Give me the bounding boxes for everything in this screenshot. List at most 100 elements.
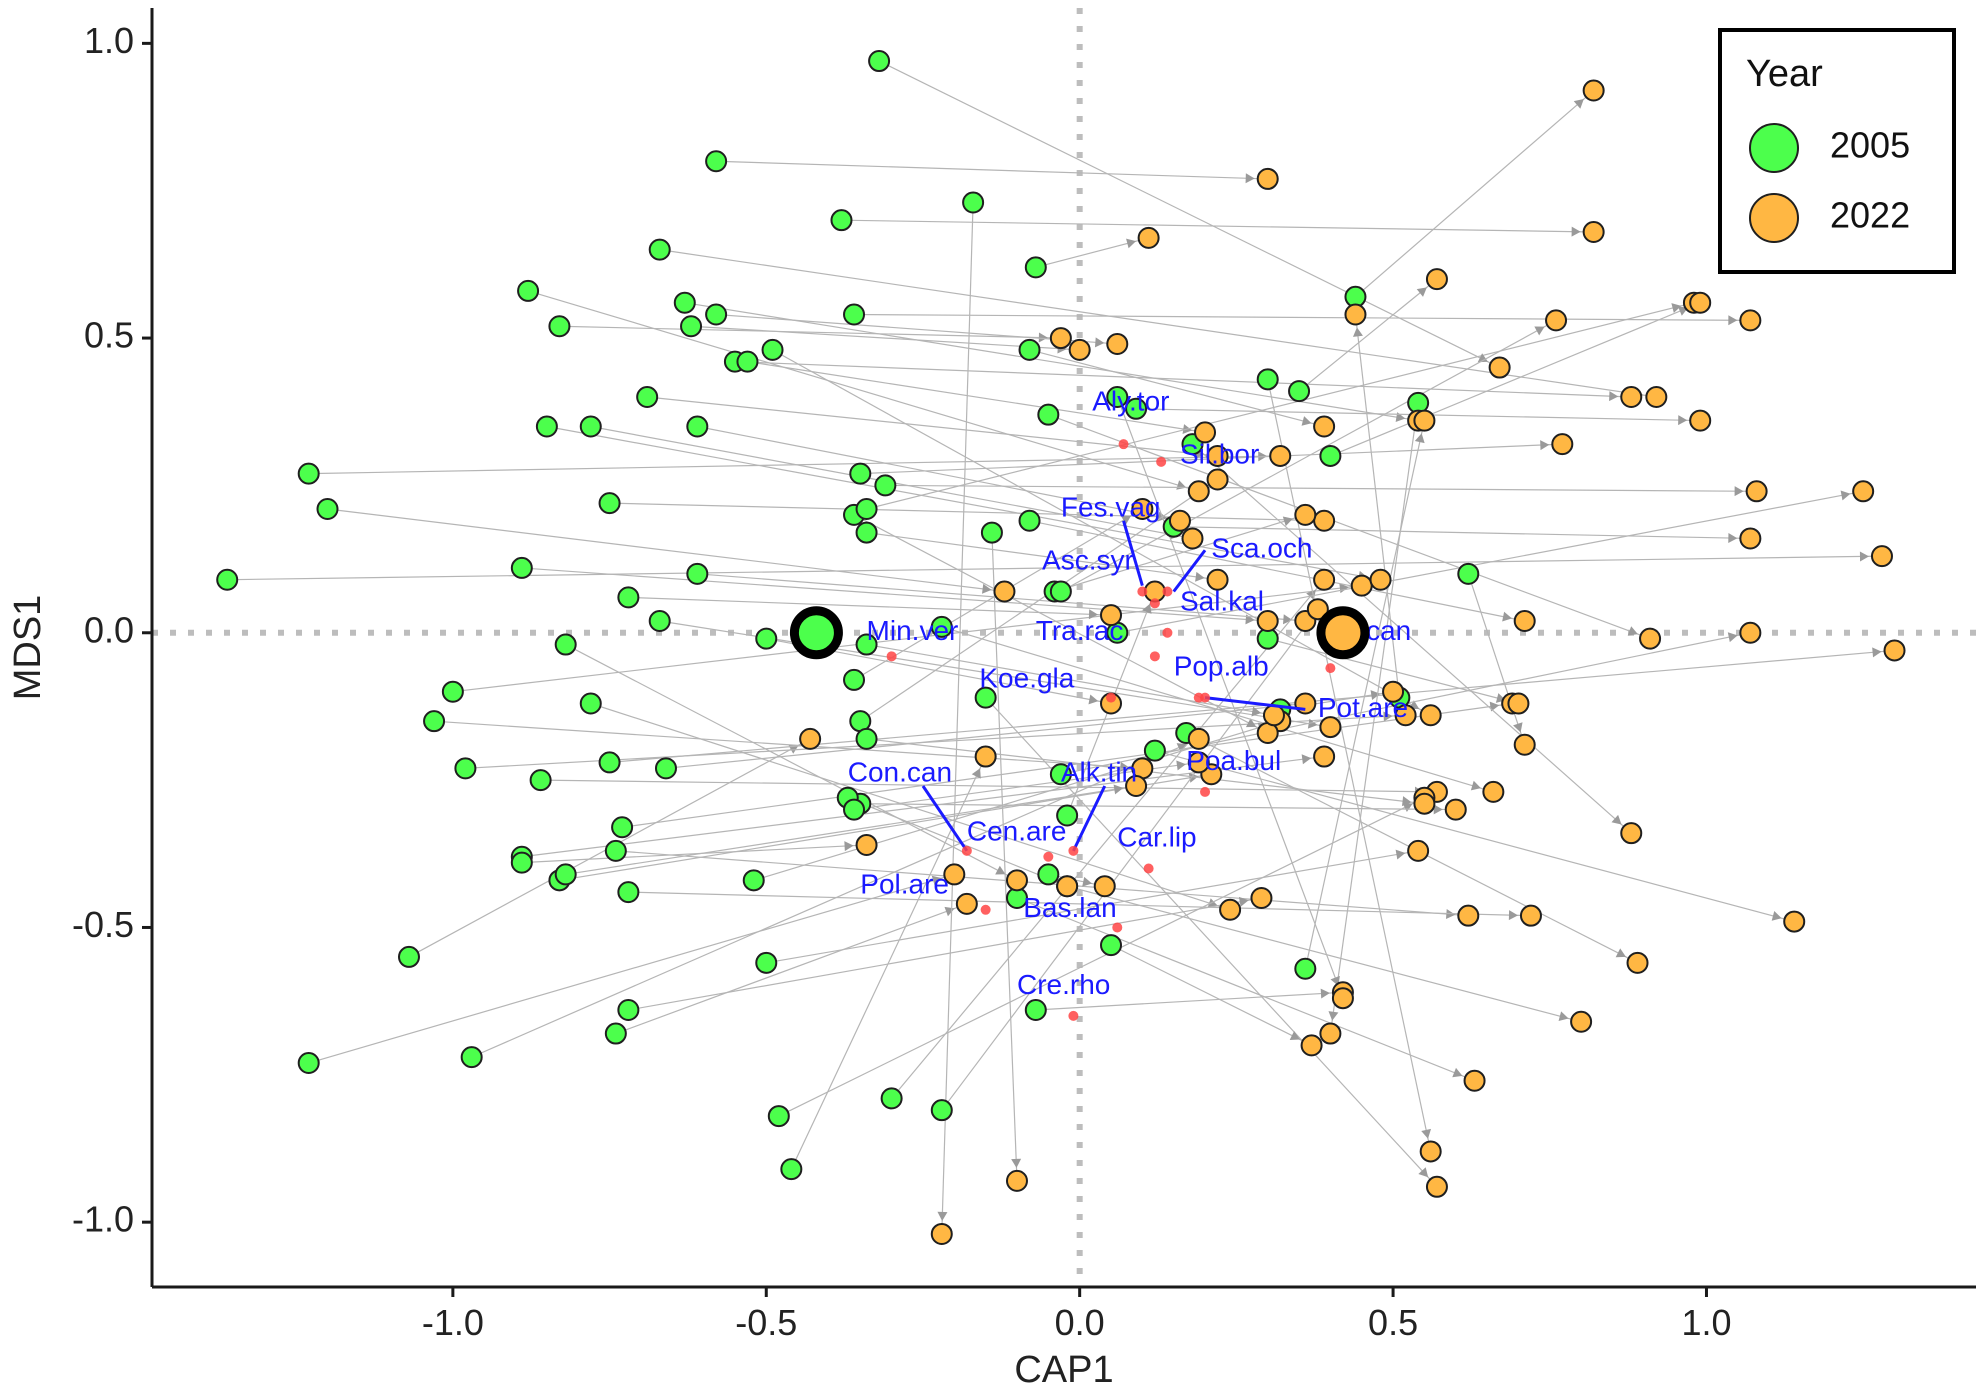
arrow-line <box>1192 443 1632 834</box>
point-2005 <box>962 191 985 214</box>
arrow-head <box>1395 849 1406 860</box>
point-2022 <box>1106 332 1129 355</box>
arrow-head <box>1573 99 1584 109</box>
species-leader-line <box>921 785 969 852</box>
point-2022 <box>1187 751 1210 774</box>
species-point <box>1137 586 1148 597</box>
species-label: Bas.lan <box>1023 892 1116 923</box>
point-2022 <box>1482 780 1505 803</box>
point-2005 <box>617 881 640 904</box>
arrow-head <box>1126 238 1137 249</box>
arrow-line <box>227 555 1882 581</box>
point-2005 <box>548 315 571 338</box>
arrow-line <box>1267 638 1519 705</box>
plot-panel <box>152 8 1976 1287</box>
arrow-head <box>1328 1011 1339 1021</box>
point-2022 <box>1739 527 1762 550</box>
point-2022 <box>1219 898 1242 921</box>
point-2022 <box>1457 904 1480 927</box>
arrow-head <box>1418 1167 1429 1178</box>
arrow-head <box>1728 533 1738 544</box>
arrow-head <box>1188 772 1199 783</box>
point-2022 <box>1206 468 1229 491</box>
arrow-line <box>628 596 1112 616</box>
x-tick-label: 0.0 <box>1055 1302 1105 1343</box>
arrow-line <box>1029 520 1525 622</box>
point-2022 <box>1068 338 1091 361</box>
legend-label-2022: 2022 <box>1830 195 1910 236</box>
point-2005 <box>454 757 477 780</box>
point-2005 <box>742 869 765 892</box>
species-point <box>961 845 972 856</box>
y-tick-label: 0.0 <box>84 609 134 650</box>
point-2022 <box>1331 987 1354 1010</box>
arrow-head <box>1195 571 1205 582</box>
point-2022 <box>943 863 966 886</box>
legend-key-2005 <box>1749 123 1799 173</box>
point-2022 <box>1350 574 1373 597</box>
point-2022 <box>1852 480 1875 503</box>
point-2005 <box>855 633 878 656</box>
point-2022 <box>1413 409 1436 432</box>
point-2005 <box>868 50 891 73</box>
arrow-line <box>565 785 1137 876</box>
point-2005 <box>1143 739 1166 762</box>
point-2022 <box>1369 568 1392 591</box>
arrow-line <box>1066 885 1582 1023</box>
point-2005 <box>830 209 853 232</box>
species-point <box>1162 586 1173 597</box>
arrow-line <box>1060 319 1557 593</box>
point-2005 <box>1294 957 1317 980</box>
arrow-head <box>1251 706 1262 717</box>
point-2022 <box>1313 568 1336 591</box>
species-label: Sil.bor <box>1180 438 1259 469</box>
point-2022 <box>1319 1022 1342 1045</box>
point-2005 <box>843 303 866 326</box>
y-tick-label: 0.5 <box>84 315 134 356</box>
points-2005 <box>216 50 1480 1181</box>
point-2022 <box>1269 444 1292 467</box>
point-2005 <box>855 497 878 520</box>
point-2005 <box>1024 998 1047 1021</box>
point-2022 <box>1294 692 1317 715</box>
arrow-head <box>971 768 981 779</box>
species-label: Cen.are <box>967 816 1067 847</box>
point-2022 <box>1551 433 1574 456</box>
arrow-line <box>860 803 1456 811</box>
arrow-head <box>1113 784 1124 795</box>
point-2005 <box>874 474 897 497</box>
point-2022 <box>1444 798 1467 821</box>
arrow-line <box>734 361 1632 398</box>
point-2005 <box>297 1052 320 1075</box>
point-2005 <box>1024 256 1047 279</box>
species-label: Cre.rho <box>1017 969 1110 1000</box>
species-label: Min.ver <box>867 615 959 646</box>
point-2005 <box>930 615 953 638</box>
arrow-head <box>1038 332 1048 343</box>
arrow-head <box>1383 711 1393 722</box>
point-2005 <box>510 851 533 874</box>
point-2005 <box>297 462 320 485</box>
point-2022 <box>974 745 997 768</box>
point-2022 <box>799 727 822 750</box>
arrow-head <box>1094 337 1105 348</box>
axes: -1.0 -0.5 0.0 0.5 1.0 -1.0 -0.5 0.0 0.5 1.0 CAP1 MD… <box>7 8 1976 1391</box>
arrow-head <box>1540 440 1550 451</box>
x-tick-label: 1.0 <box>1681 1302 1731 1343</box>
point-2005 <box>686 562 709 585</box>
species-point <box>886 651 897 662</box>
arrow-head <box>937 1211 948 1221</box>
point-2022 <box>1570 1010 1593 1033</box>
arrow-line <box>866 643 1275 716</box>
arrow-head <box>1728 315 1738 326</box>
point-2005 <box>554 633 577 656</box>
point-2022 <box>1187 480 1210 503</box>
points-2022 <box>799 79 1906 1245</box>
point-2022 <box>1005 1169 1028 1192</box>
arrow-line <box>859 479 1218 722</box>
y-tick-label: -0.5 <box>72 904 134 945</box>
arrow-head <box>1414 433 1425 444</box>
arrow-head <box>1402 803 1413 813</box>
arrow-line <box>778 797 1425 1117</box>
